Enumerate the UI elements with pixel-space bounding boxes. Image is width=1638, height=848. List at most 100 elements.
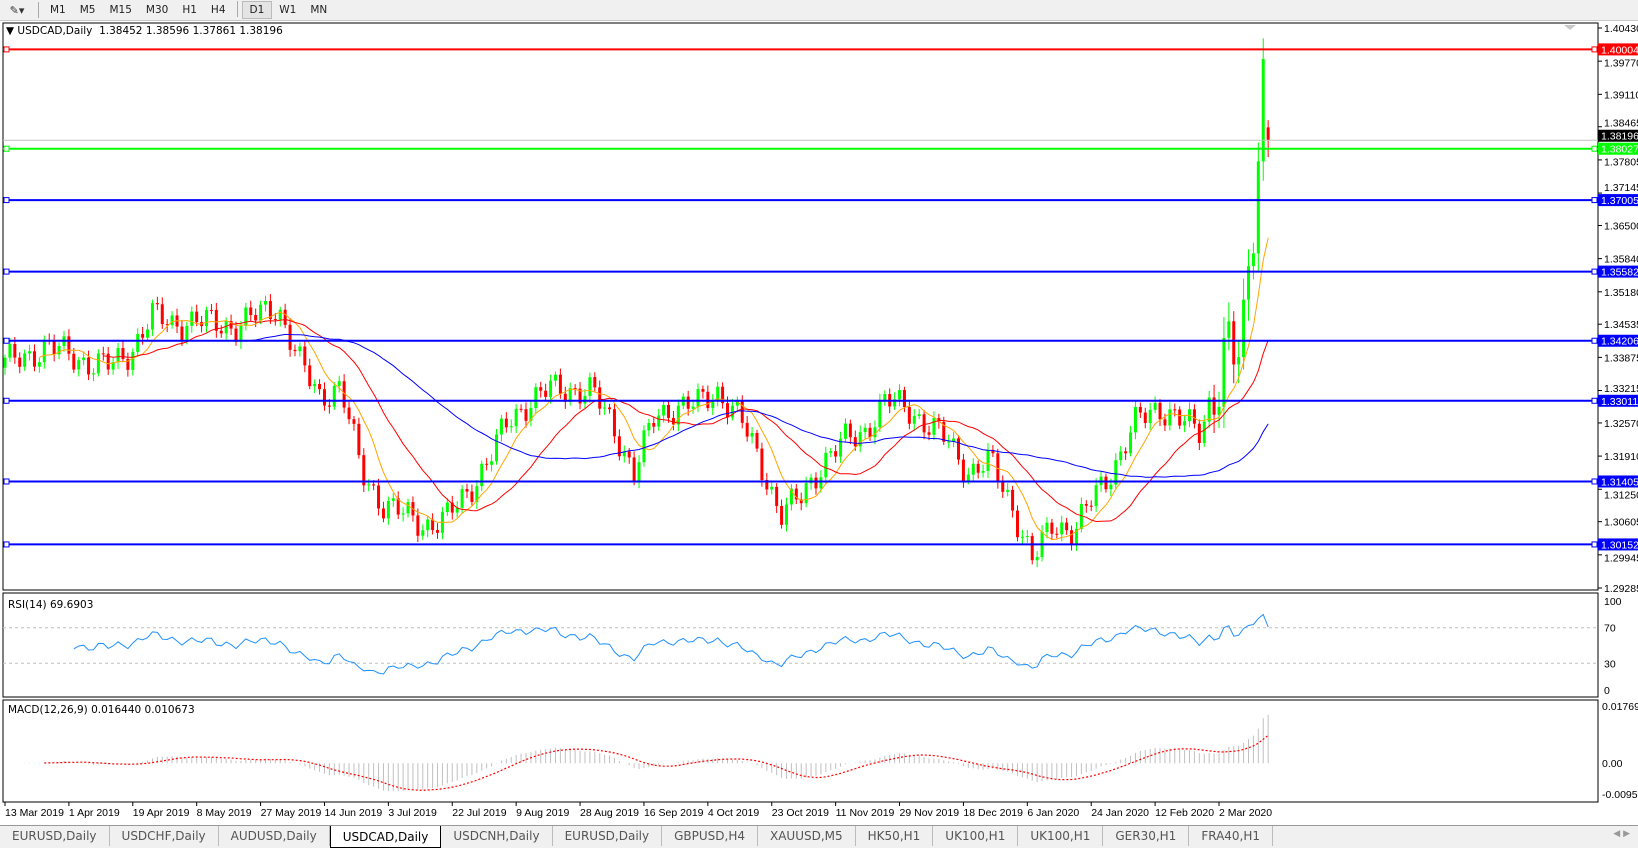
candle-body [190,311,194,326]
candle-body [1138,406,1142,413]
candle-body [608,407,612,410]
candle-body [357,423,361,456]
candle [18,352,22,374]
candle-body [1070,530,1074,545]
candle [1114,453,1118,490]
candle-body [82,357,86,361]
candle-body [126,358,130,370]
candle [770,481,774,495]
candle [406,498,410,518]
timeframe-toolbar: ✎▾ M1 M5 M15 M30 H1 H4 D1 W1 MN [0,0,1638,21]
candle [1084,500,1088,513]
chart-tab[interactable]: FRA40,H1 [1189,826,1274,846]
level-handle-left [3,145,10,152]
candle [136,328,140,357]
candle-body [652,423,656,427]
candle-body [740,400,744,423]
candle [760,442,764,487]
candle [721,382,725,409]
candle-body [101,353,105,355]
candle [32,344,36,372]
candle-body [1246,266,1250,300]
candle [1212,384,1216,434]
candle-body [165,324,169,326]
candle [1119,446,1123,466]
chart-tab[interactable]: USDCAD,Daily [329,826,442,848]
candle-body [819,477,823,489]
candle-body [858,432,862,447]
candle-body [1232,321,1236,365]
chart-tab[interactable]: USDCNH,Daily [441,826,553,846]
timeframe-m1[interactable]: M1 [50,4,66,16]
candle [450,495,454,520]
price-tick-label: 1.36500 [1604,220,1638,232]
candle-body [1153,402,1157,410]
candle [553,371,557,387]
candle-body [804,483,808,504]
chart-tab[interactable]: AUDUSD,Daily [219,826,330,846]
chart-tab[interactable]: EURUSD,Daily [0,826,110,846]
candle [1065,517,1069,535]
candle-body [416,515,420,536]
candle-body [131,351,135,370]
chart-tab[interactable]: EURUSD,Daily [553,826,663,846]
timeframe-h4[interactable]: H4 [210,4,226,16]
candle-body [696,389,700,407]
candle-body [907,407,911,424]
candle [986,442,990,478]
date-tick-label: 14 Jun 2019 [324,807,382,819]
candle-body [1094,485,1098,507]
candle-body [283,309,287,325]
tab-scroll-arrows-icon[interactable]: ◀ ▶ [1613,829,1630,839]
candle-body [205,309,209,327]
date-tick-label: 19 Apr 2019 [133,807,190,819]
chart-tab[interactable]: HK50,H1 [856,826,934,846]
candle-body [195,311,199,323]
timeframe-m15[interactable]: M15 [109,4,132,16]
candle-body [553,374,557,381]
timeframe-m30[interactable]: M30 [145,4,169,16]
level-handle-right [1591,397,1598,404]
candle-body [1227,321,1231,338]
candle [834,445,838,463]
candle-body [721,386,725,404]
candle [101,346,105,361]
candle-body [396,498,400,515]
candle [799,492,803,511]
timeframe-m5[interactable]: M5 [79,4,96,16]
level-handle-right [1591,478,1598,485]
chart-tab[interactable]: GBPUSD,H4 [662,826,758,846]
candle-body [667,404,671,418]
candle-body [843,423,847,439]
candle [377,478,381,516]
timeframe-mn[interactable]: MN [310,4,328,16]
timeframe-w1[interactable]: W1 [279,4,297,16]
candle [617,429,621,461]
chart-tab[interactable]: USDCHF,Daily [110,826,219,846]
timeframe-d1[interactable]: D1 [241,1,273,19]
candle-body [539,387,543,391]
price-tick-label: 1.31910 [1604,451,1638,463]
timeframe-h1[interactable]: H1 [182,4,197,16]
candle-body [87,357,91,375]
candle-body [3,357,7,368]
candle [539,381,543,398]
chart-tab[interactable]: XAUUSD,M5 [758,826,856,846]
chart-tab[interactable]: GER30,H1 [1103,826,1190,846]
price-chart[interactable]: 1.40430 1.39770 1.39110 1.38465 1.37805 1.371… [0,21,1638,825]
candle [912,409,916,431]
legend-collapse-icon[interactable]: ▼ [6,25,15,37]
level-handle-left [3,478,10,485]
candle [126,352,130,377]
chart-tab[interactable]: UK100,H1 [1018,826,1104,846]
candle-body [612,409,616,437]
candle [952,432,956,448]
candle-body [701,389,705,392]
price-tick-label: 1.40430 [1604,23,1638,35]
draw-tools-icon[interactable]: ✎▾ [9,3,25,17]
candle-body [814,477,818,489]
chart-tab[interactable]: UK100,H1 [933,826,1019,846]
candle-body [460,489,464,508]
candle [981,464,985,478]
candles [3,38,1270,568]
